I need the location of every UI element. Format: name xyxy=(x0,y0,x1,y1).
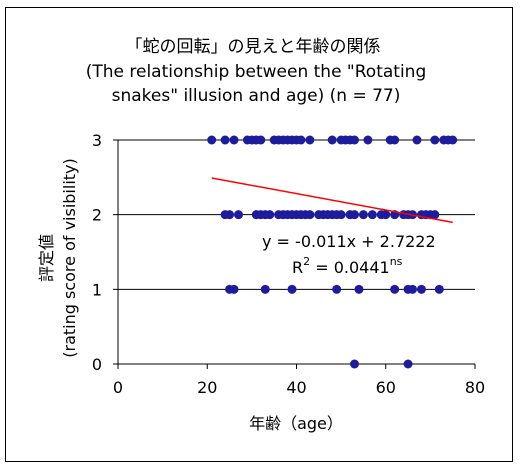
y-tick-label-0: 0 xyxy=(92,355,102,374)
data-point xyxy=(220,135,230,145)
x-axis-label: 年齢（age） xyxy=(249,414,343,433)
data-point xyxy=(363,135,373,145)
r-squared-value: = 0.0441 xyxy=(310,258,390,277)
data-point xyxy=(265,210,275,220)
data-point xyxy=(430,210,440,220)
chart-frame xyxy=(5,7,513,462)
significance-label: ns xyxy=(390,255,403,268)
chart-title: 「蛇の回転」の見えと年齢の関係 (The relationship betwee… xyxy=(86,37,427,106)
y-axis-label-line-1: 評定値 xyxy=(37,234,56,282)
data-point xyxy=(225,210,235,220)
data-point xyxy=(430,135,440,145)
data-point xyxy=(412,135,422,145)
equation-label: y = -0.011x + 2.7222 xyxy=(262,232,436,251)
y-tick-label-3: 3 xyxy=(92,131,102,150)
tick-labels: 0 1 2 3 0 20 40 60 80 xyxy=(92,131,485,397)
data-point xyxy=(229,284,239,294)
title-line-1: 「蛇の回転」の見えと年齢の関係 xyxy=(126,37,381,57)
x-tick-label-80: 80 xyxy=(465,378,485,397)
data-point xyxy=(305,135,315,145)
trendline-segment xyxy=(211,177,453,224)
data-point xyxy=(390,135,400,145)
data-point xyxy=(390,284,400,294)
title-line-3: snakes" illusion and age) (n = 77) xyxy=(112,86,401,106)
r-squared-label: R2 = 0.0441ns xyxy=(292,255,403,277)
r-squared-prefix: R xyxy=(292,258,303,277)
data-point xyxy=(381,210,391,220)
data-point xyxy=(448,135,458,145)
data-point xyxy=(287,284,297,294)
data-point xyxy=(256,135,266,145)
data-point xyxy=(367,210,377,220)
title-line-2: (The relationship between the "Rotating xyxy=(86,62,427,82)
data-point xyxy=(434,284,444,294)
x-tick-label-60: 60 xyxy=(376,378,396,397)
data-point xyxy=(350,359,360,369)
x-tick-label-20: 20 xyxy=(197,378,217,397)
data-point xyxy=(229,135,239,145)
data-point xyxy=(305,210,315,220)
data-point xyxy=(233,210,243,220)
data-point xyxy=(358,210,368,220)
data-point xyxy=(332,284,342,294)
y-axis-label: 評定値 (rating score of visibility) xyxy=(37,158,79,357)
data-point xyxy=(350,135,360,145)
data-point xyxy=(403,359,413,369)
data-point xyxy=(416,284,426,294)
data-point xyxy=(260,284,270,294)
trendline xyxy=(211,177,453,224)
axes xyxy=(113,139,476,369)
data-point xyxy=(350,210,360,220)
data-point xyxy=(408,284,418,294)
r-squared-sup: 2 xyxy=(303,255,310,268)
x-tick-label-0: 0 xyxy=(113,378,123,397)
data-points xyxy=(207,135,458,369)
y-tick-label-1: 1 xyxy=(92,280,102,299)
y-axis-label-line-2: (rating score of visibility) xyxy=(60,158,79,357)
x-tick-label-40: 40 xyxy=(286,378,306,397)
data-point xyxy=(354,284,364,294)
data-point xyxy=(336,210,346,220)
y-tick-label-2: 2 xyxy=(92,206,102,225)
data-point xyxy=(327,135,337,145)
data-point xyxy=(207,135,217,145)
data-point xyxy=(296,135,306,145)
